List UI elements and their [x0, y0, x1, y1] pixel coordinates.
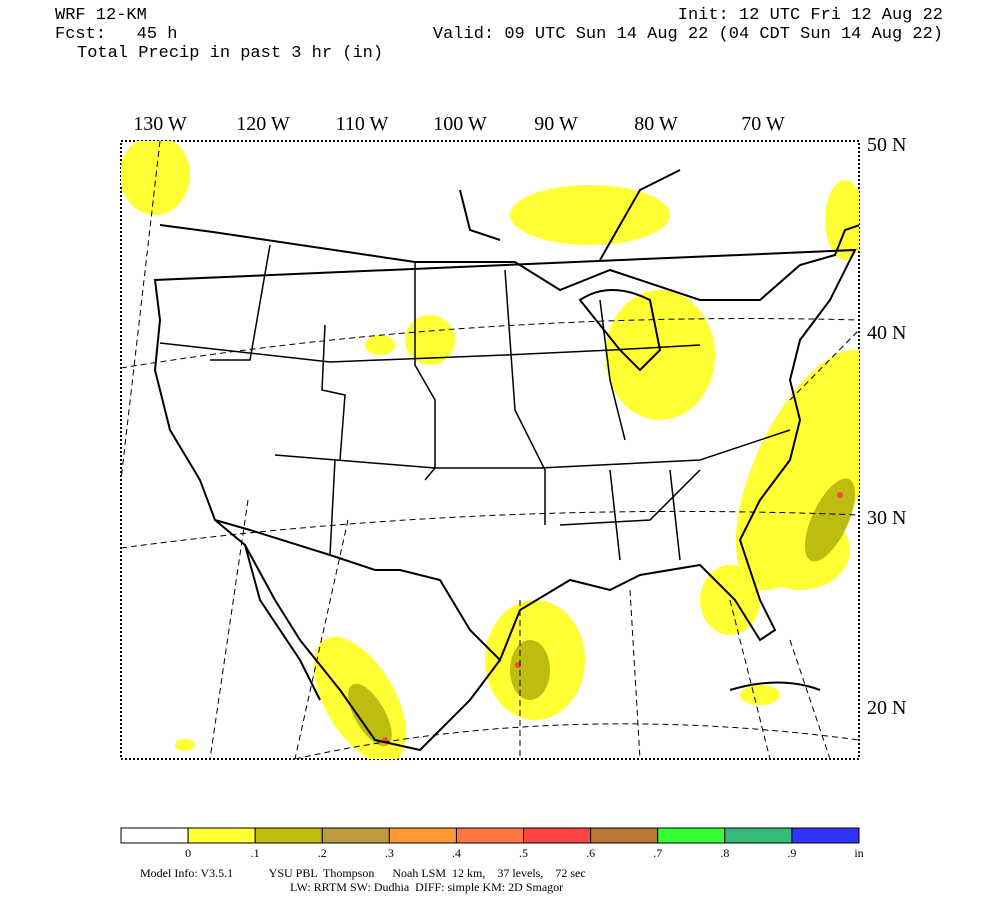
forecast: Fcst: 45 h	[55, 25, 177, 44]
colorbar: 0 .1 .2 .3 .4 .5 .6 .7 .8 .9 in	[120, 827, 864, 860]
footer-model: Model Info: V3.5.1 YSU PBL Thompson Noah…	[140, 866, 586, 880]
latitude-labels: 50 N 40 N 30 N 20 N	[867, 134, 906, 719]
latitude-label: 30 N	[867, 507, 906, 529]
legend-label: .5	[519, 846, 528, 860]
color-box	[455, 827, 525, 844]
legend-label: .7	[653, 846, 662, 860]
longitude-labels: 130 W 120 W 110 W 100 W 90 W 80 W 70 W	[133, 113, 785, 135]
longitude-label: 90 W	[534, 113, 578, 135]
field: Total Precip in past 3 hr (in)	[77, 44, 383, 63]
latitude-label: 40 N	[867, 322, 906, 344]
longitude-label: 100 W	[433, 113, 487, 135]
color-box	[120, 827, 189, 844]
legend-label: 0	[185, 846, 191, 860]
legend-unit: in	[854, 846, 863, 860]
map	[120, 140, 860, 760]
longitude-label: 80 W	[634, 113, 678, 135]
longitude-label: 120 W	[236, 113, 290, 135]
footer-physics: LW: RRTM SW: Dudhia DIFF: simple KM: 2D …	[290, 880, 563, 894]
longitude-label: 130 W	[133, 113, 187, 135]
longitude-label: 110 W	[336, 113, 389, 135]
valid: Valid: 09 UTC Sun 14 Aug 22 (04 CDT Sun …	[433, 25, 943, 44]
init: Init: 12 UTC Fri 12 Aug 22	[678, 6, 943, 25]
legend-label: .6	[586, 846, 595, 860]
model: WRF 12-KM	[55, 6, 147, 25]
legend-label: .4	[452, 846, 461, 860]
color-box	[523, 827, 592, 844]
color-box	[388, 827, 457, 844]
color-box	[254, 827, 323, 844]
color-box	[590, 827, 659, 844]
color-box	[187, 827, 256, 844]
color-box	[321, 827, 390, 844]
latitude-label: 20 N	[867, 697, 906, 719]
color-box	[657, 827, 726, 844]
legend-label: .2	[318, 846, 327, 860]
legend-label: .8	[720, 846, 729, 860]
legend-label: .3	[385, 846, 394, 860]
latitude-label: 50 N	[867, 134, 906, 156]
legend-label: .1	[251, 846, 260, 860]
longitude-label: 70 W	[741, 113, 785, 135]
color-box	[724, 827, 793, 844]
legend-label: .9	[787, 846, 796, 860]
color-box	[791, 827, 860, 844]
